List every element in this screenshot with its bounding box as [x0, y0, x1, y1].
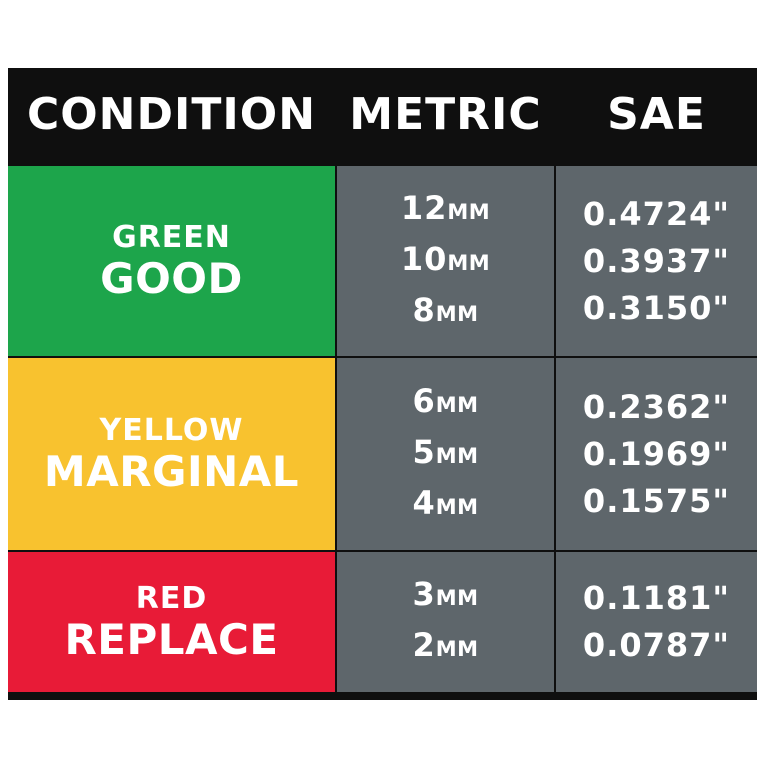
sae-cell-yellow: 0.2362" 0.1969" 0.1575"	[556, 358, 757, 550]
header-sae-label: SAE	[607, 89, 706, 140]
sae-value: 0.2362"	[582, 387, 731, 426]
condition-status-label: REPLACE	[64, 615, 279, 664]
condition-status-label: GOOD	[100, 254, 243, 303]
sae-value: 0.3150"	[582, 288, 731, 327]
header-sae: SAE	[556, 68, 757, 161]
condition-status-label: MARGINAL	[43, 447, 300, 496]
metric-unit: MM	[435, 586, 479, 610]
metric-number: 8	[412, 290, 436, 329]
metric-unit: MM	[435, 494, 479, 519]
sae-value: 0.1181"	[582, 579, 731, 617]
metric-value: 2MM	[412, 622, 478, 673]
condition-color-label: YELLOW	[99, 413, 244, 448]
condition-cell-green: GREEN GOOD	[8, 166, 335, 356]
metric-unit: MM	[435, 301, 479, 326]
metric-value: 8MM	[412, 287, 478, 338]
metric-unit: MM	[435, 443, 479, 468]
metric-value: 6MM	[412, 378, 478, 429]
condition-color-label: GREEN	[112, 220, 231, 255]
condition-cell-red: RED REPLACE	[8, 552, 335, 692]
metric-number: 2	[412, 626, 436, 664]
metric-number: 10	[400, 239, 448, 278]
metric-value: 10MM	[401, 236, 490, 287]
metric-cell-red: 3MM 2MM	[337, 552, 554, 692]
metric-unit: MM	[435, 637, 479, 661]
sae-value: 0.0787"	[582, 626, 731, 664]
metric-number: 6	[412, 381, 436, 420]
sae-value: 0.4724"	[582, 194, 731, 233]
sae-cell-green: 0.4724" 0.3937" 0.3150"	[556, 166, 757, 356]
metric-cell-green: 12MM 10MM 8MM	[337, 166, 554, 356]
metric-value: 12MM	[401, 185, 490, 236]
header-condition-label: CONDITION	[26, 89, 317, 140]
metric-unit: MM	[447, 250, 491, 275]
tread-depth-table: CONDITION METRIC SAE GREEN GOOD 12MM 10M…	[8, 68, 757, 700]
metric-number: 12	[400, 188, 448, 227]
metric-cell-yellow: 6MM 5MM 4MM	[337, 358, 554, 550]
metric-value: 3MM	[412, 571, 478, 622]
header-metric-label: METRIC	[349, 89, 542, 140]
sae-value: 0.3937"	[582, 241, 731, 280]
metric-number: 5	[412, 432, 436, 471]
sae-value: 0.1969"	[582, 434, 731, 473]
metric-value: 4MM	[412, 480, 478, 531]
metric-unit: MM	[435, 392, 479, 417]
metric-number: 4	[412, 483, 436, 522]
sae-cell-red: 0.1181" 0.0787"	[556, 552, 757, 692]
metric-value: 5MM	[412, 429, 478, 480]
sae-value: 0.1575"	[582, 481, 731, 520]
metric-unit: MM	[447, 199, 491, 224]
header-condition: CONDITION	[8, 68, 335, 161]
header-metric: METRIC	[337, 68, 554, 161]
metric-number: 3	[412, 575, 436, 613]
condition-color-label: RED	[135, 581, 208, 616]
condition-cell-yellow: YELLOW MARGINAL	[8, 358, 335, 550]
